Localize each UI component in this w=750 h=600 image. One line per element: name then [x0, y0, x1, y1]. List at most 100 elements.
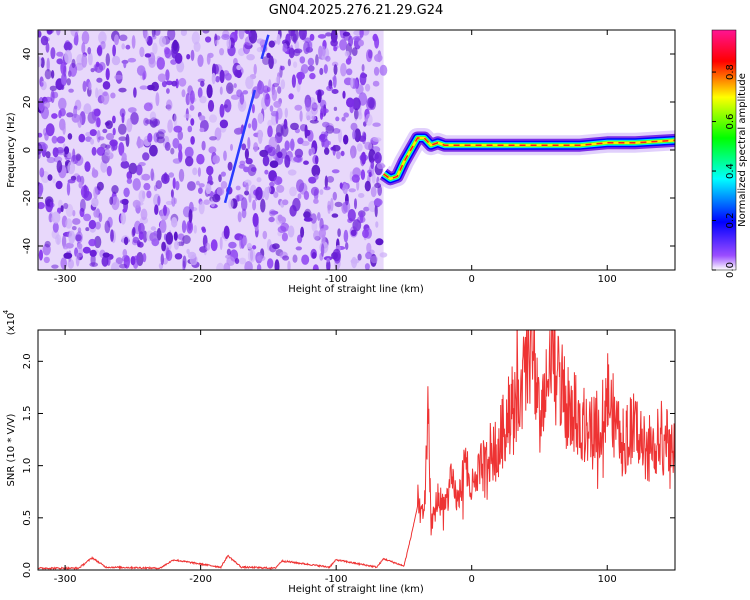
- noise-blob: [374, 204, 378, 218]
- noise-blob: [292, 197, 301, 212]
- noise-blob: [203, 199, 210, 205]
- noise-blob: [228, 241, 237, 249]
- noise-blob: [252, 199, 257, 211]
- noise-blob: [292, 254, 298, 263]
- noise-blob: [175, 180, 180, 191]
- noise-blob: [139, 46, 145, 58]
- noise-blob: [88, 81, 92, 91]
- noise-blob: [236, 64, 242, 71]
- noise-blob: [245, 30, 250, 35]
- noise-blob: [234, 258, 240, 264]
- noise-blob: [280, 222, 290, 232]
- noise-blob: [301, 254, 310, 265]
- noise-blob: [150, 168, 154, 181]
- noise-blob: [60, 205, 64, 213]
- noise-blob: [294, 104, 303, 111]
- noise-blob: [78, 133, 86, 143]
- noise-blob: [287, 225, 295, 238]
- noise-blob: [105, 68, 110, 81]
- noise-blob: [256, 38, 265, 44]
- noise-blob: [81, 190, 85, 195]
- noise-blob: [361, 131, 367, 145]
- noise-blob: [236, 195, 240, 202]
- noise-blob: [253, 142, 259, 153]
- noise-blob: [317, 212, 321, 221]
- noise-blob: [132, 236, 140, 244]
- noise-blob: [81, 30, 90, 45]
- noise-blob: [49, 201, 53, 207]
- noise-blob: [282, 199, 289, 206]
- noise-blob: [250, 167, 257, 172]
- noise-blob: [190, 118, 195, 126]
- noise-blob: [267, 146, 277, 157]
- noise-blob: [325, 125, 335, 134]
- noise-blob: [368, 171, 372, 178]
- noise-blob: [130, 256, 136, 266]
- noise-blob: [364, 180, 371, 192]
- noise-blob: [121, 112, 125, 124]
- colorbar-label: Normalized spectral amplitude: [737, 73, 748, 227]
- noise-blob: [195, 180, 200, 186]
- y-tick-label: 20: [22, 96, 33, 109]
- noise-blob: [152, 118, 160, 127]
- noise-blob: [268, 79, 272, 93]
- noise-blob: [311, 147, 315, 155]
- noise-blob: [75, 252, 80, 267]
- noise-blob: [348, 188, 357, 193]
- y-tick-label: 0: [22, 147, 33, 153]
- noise-blob: [331, 213, 339, 218]
- noise-blob: [45, 42, 50, 53]
- noise-blob: [323, 186, 331, 191]
- noise-blob: [183, 113, 192, 119]
- noise-blob: [218, 174, 222, 183]
- noise-blob: [105, 53, 111, 67]
- noise-blob: [43, 256, 50, 264]
- noise-blob: [170, 189, 174, 198]
- noise-blob: [332, 127, 341, 134]
- noise-blob: [212, 63, 219, 75]
- noise-blob: [223, 104, 228, 109]
- noise-blob: [68, 62, 78, 77]
- noise-blob: [146, 190, 152, 199]
- noise-blob: [112, 127, 116, 136]
- noise-blob: [135, 164, 143, 176]
- noise-blob: [46, 57, 50, 72]
- noise-blob: [352, 35, 362, 42]
- snr-x-label: Height of straight line (km): [288, 584, 424, 595]
- noise-blob: [60, 84, 65, 90]
- noise-blob: [336, 151, 341, 160]
- noise-blob: [161, 241, 167, 252]
- noise-blob: [277, 86, 282, 94]
- noise-blob: [180, 30, 187, 36]
- noise-blob: [238, 257, 247, 265]
- noise-blob: [248, 32, 252, 38]
- noise-blob: [95, 221, 101, 230]
- noise-blob: [223, 150, 227, 161]
- noise-blob: [77, 243, 83, 250]
- noise-blob: [167, 30, 176, 41]
- noise-blob: [158, 35, 167, 47]
- noise-blob: [321, 46, 326, 57]
- noise-blob: [379, 64, 388, 76]
- noise-blob: [167, 119, 173, 133]
- noise-blob: [283, 118, 288, 130]
- noise-blob: [273, 100, 282, 108]
- noise-blob: [55, 234, 62, 246]
- noise-blob: [305, 110, 314, 121]
- noise-blob: [280, 79, 286, 90]
- noise-blob: [372, 80, 380, 87]
- noise-blob: [172, 177, 176, 189]
- noise-blob: [44, 69, 52, 80]
- noise-blob: [268, 40, 275, 48]
- noise-blob: [219, 86, 223, 95]
- noise-blob: [38, 132, 43, 138]
- noise-blob: [290, 138, 295, 151]
- noise-blob: [71, 226, 77, 231]
- noise-blob: [170, 147, 175, 155]
- noise-streak: [223, 89, 257, 204]
- noise-blob: [377, 185, 383, 197]
- noise-blob: [312, 264, 319, 270]
- y-tick-label: -40: [22, 238, 33, 254]
- noise-blob: [197, 87, 203, 99]
- noise-blob: [256, 255, 266, 262]
